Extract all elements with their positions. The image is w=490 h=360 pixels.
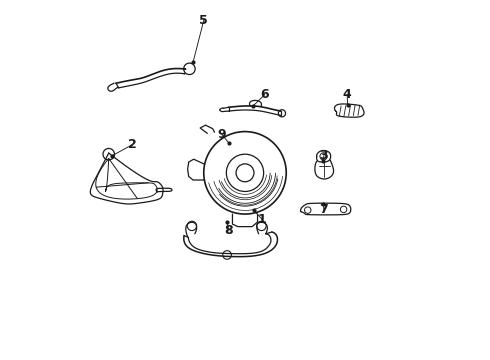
Text: 5: 5 xyxy=(199,14,208,27)
Text: 8: 8 xyxy=(224,224,233,238)
Text: 6: 6 xyxy=(260,88,269,101)
Text: 4: 4 xyxy=(343,88,352,101)
Text: 1: 1 xyxy=(258,213,267,226)
Text: 2: 2 xyxy=(128,138,136,151)
Text: 9: 9 xyxy=(218,127,226,141)
Text: 7: 7 xyxy=(319,203,328,216)
Text: 3: 3 xyxy=(319,149,328,162)
